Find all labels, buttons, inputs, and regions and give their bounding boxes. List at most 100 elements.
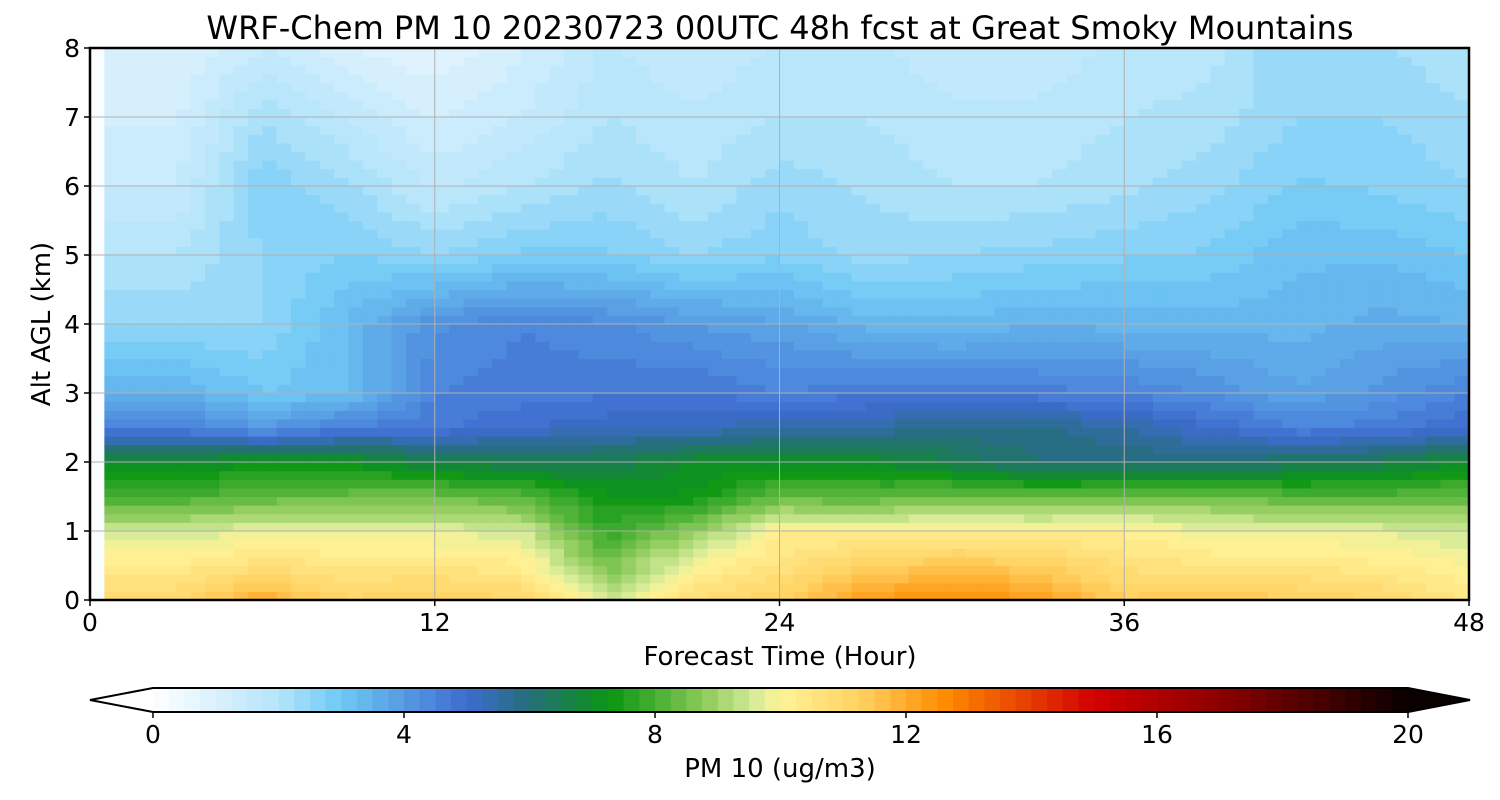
contour-cell: [822, 418, 838, 429]
contour-cell: [1038, 117, 1054, 127]
contour-cell: [707, 108, 723, 118]
contour-cell: [951, 548, 967, 558]
contour-cell: [678, 280, 694, 291]
contour-cell: [923, 134, 939, 144]
contour-cell: [923, 48, 939, 58]
contour-cell: [865, 539, 881, 549]
contour-cell: [966, 436, 982, 446]
contour-cell: [276, 237, 292, 247]
contour-cell: [406, 306, 421, 316]
contour-cell: [204, 539, 220, 549]
contour-cell: [176, 556, 192, 567]
contour-cell: [535, 479, 551, 489]
contour-cell: [190, 151, 206, 161]
contour-cell: [118, 73, 134, 84]
contour-cell: [1196, 487, 1212, 498]
contour-cell: [980, 65, 996, 75]
contour-cell: [578, 203, 594, 213]
contour-cell: [104, 582, 120, 592]
contour-cell: [865, 548, 881, 558]
contour-cell: [822, 436, 838, 446]
contour-cell: [894, 160, 910, 170]
contour-cell: [564, 108, 579, 118]
contour-cell: [1138, 315, 1154, 325]
contour-cell: [980, 237, 996, 247]
contour-cell: [865, 255, 881, 265]
contour-cell: [1167, 125, 1183, 135]
contour-cell: [391, 91, 407, 101]
contour-cell: [334, 134, 350, 144]
contour-cell: [808, 505, 824, 515]
contour-cell: [750, 246, 766, 256]
contour-cell: [1066, 453, 1082, 463]
contour-cell: [1181, 142, 1197, 153]
contour-cell: [736, 410, 752, 420]
contour-cell: [564, 393, 579, 403]
contour-cell: [635, 65, 651, 75]
contour-cell: [492, 427, 508, 437]
contour-cell: [291, 401, 307, 411]
contour-cell: [980, 479, 996, 489]
contour-cell: [923, 315, 939, 325]
contour-cell: [750, 582, 766, 592]
contour-cell: [793, 349, 809, 360]
contour-cell: [449, 341, 465, 351]
contour-cell: [219, 289, 235, 299]
contour-cell: [276, 539, 292, 549]
contour-cell: [190, 160, 206, 170]
contour-cell: [1023, 246, 1039, 256]
contour-cell: [1081, 410, 1097, 420]
contour-cell: [1181, 401, 1197, 411]
contour-cell: [894, 591, 910, 601]
contour-cell: [779, 470, 795, 480]
contour-cell: [822, 522, 838, 532]
contour-cell: [204, 582, 220, 592]
contour-cell: [1052, 186, 1068, 196]
contour-cell: [822, 513, 838, 523]
contour-cell: [908, 505, 924, 515]
contour-cell: [104, 263, 120, 273]
contour-cell: [492, 358, 508, 368]
contour-cell: [276, 341, 292, 351]
contour-cell: [549, 393, 565, 403]
contour-cell: [147, 444, 163, 454]
contour-cell: [1095, 168, 1111, 178]
contour-cell: [233, 272, 249, 282]
contour-cell: [406, 263, 421, 273]
contour-cell: [463, 418, 479, 429]
contour-cell: [1181, 367, 1197, 377]
contour-cell: [276, 444, 292, 454]
contour-cell: [1023, 393, 1039, 403]
contour-cell: [104, 418, 120, 429]
contour-cell: [276, 56, 292, 66]
contour-cell: [147, 263, 163, 273]
contour-cell: [951, 160, 967, 170]
contour-cell: [1181, 73, 1197, 84]
contour-cell: [219, 99, 235, 109]
contour-cell: [607, 393, 623, 403]
contour-cell: [1038, 211, 1054, 222]
contour-cell: [592, 117, 608, 127]
contour-cell: [190, 177, 206, 187]
contour-cell: [133, 229, 149, 239]
contour-cell: [204, 91, 220, 101]
contour-cell: [133, 393, 149, 403]
contour-cell: [377, 289, 393, 299]
contour-cell: [463, 565, 479, 575]
contour-cell: [1009, 168, 1025, 178]
contour-cell: [420, 134, 436, 144]
contour-cell: [1095, 324, 1111, 334]
contour-cell: [693, 591, 709, 601]
contour-cell: [1124, 229, 1140, 239]
contour-cell: [477, 444, 493, 454]
contour-cell: [305, 65, 321, 75]
contour-cell: [219, 56, 235, 66]
contour-cell: [334, 91, 350, 101]
contour-cell: [664, 444, 680, 454]
contour-cell: [549, 160, 565, 170]
contour-cell: [966, 237, 982, 247]
contour-cell: [391, 470, 407, 480]
contour-cell: [233, 177, 249, 187]
contour-cell: [1081, 211, 1097, 222]
contour-cell: [204, 306, 220, 316]
